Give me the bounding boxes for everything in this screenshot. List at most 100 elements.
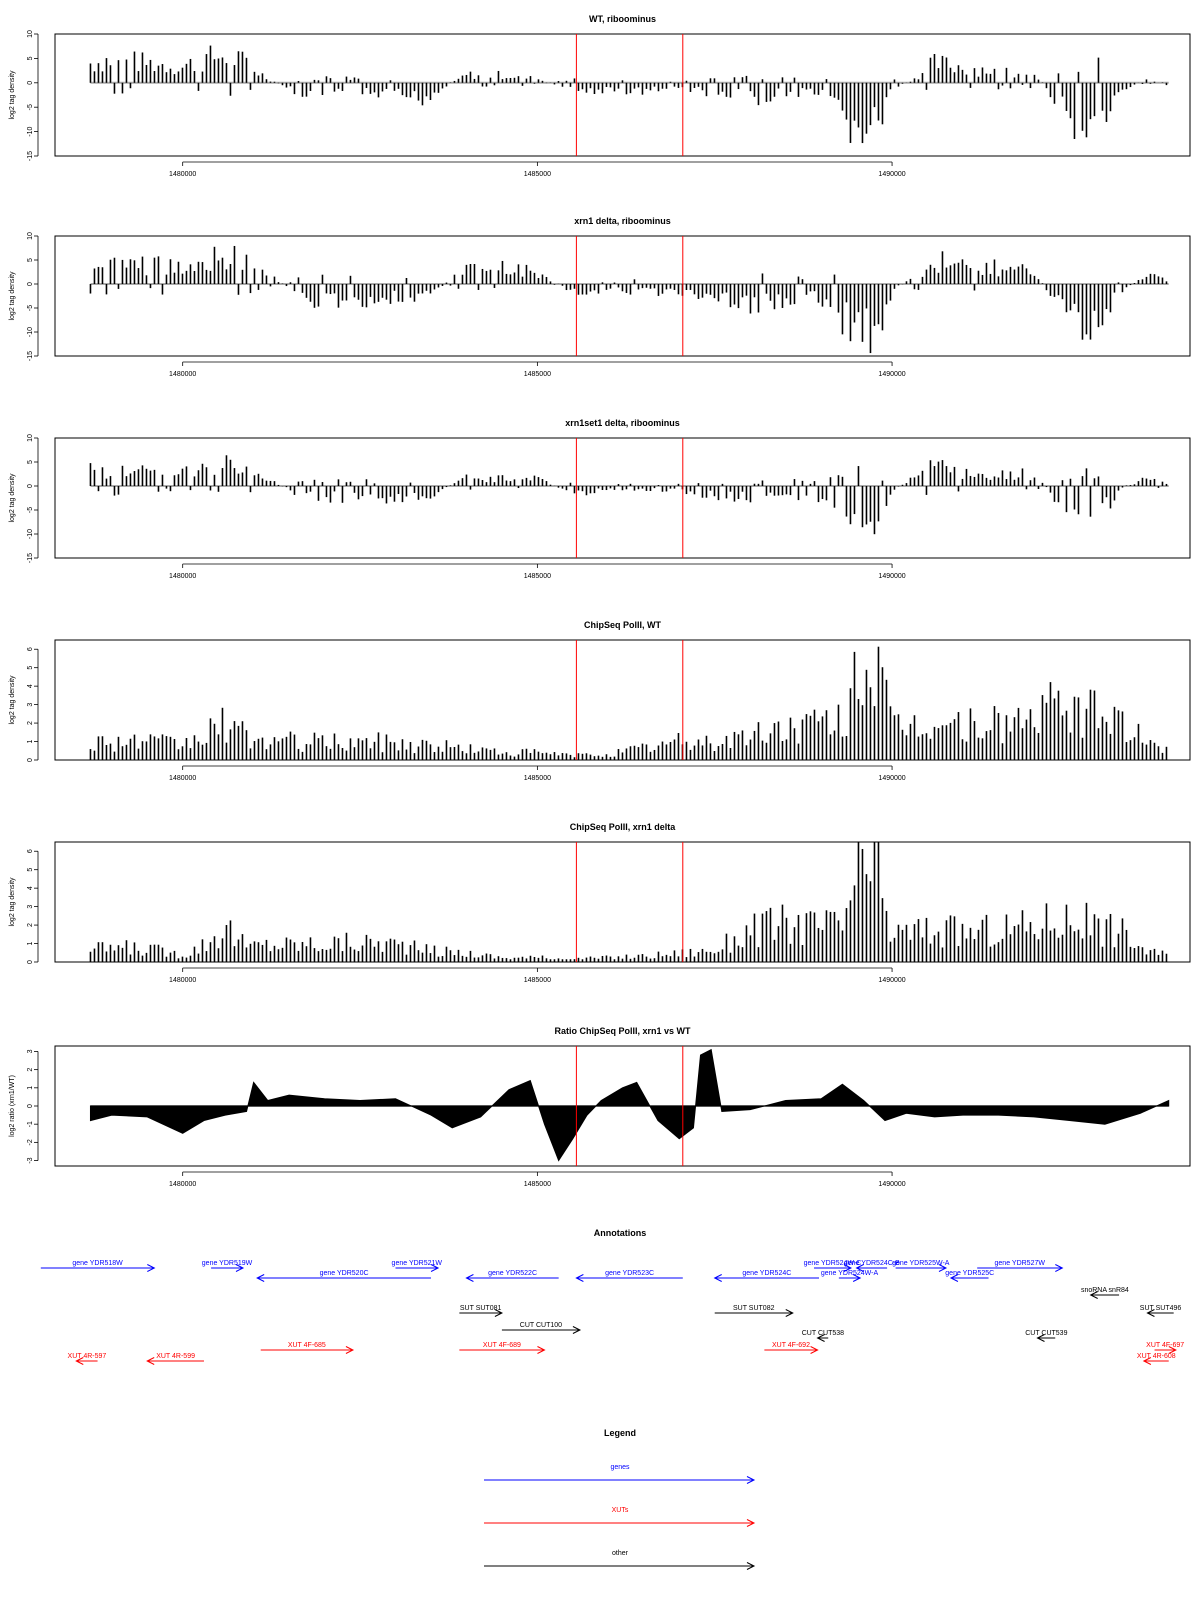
- y-tick-label: -15: [27, 151, 34, 161]
- annotation-label: gene YDR520C: [320, 1270, 369, 1277]
- annotation-label: SUT SUT496: [1140, 1305, 1182, 1312]
- annotation-label: gene YDR525W-A: [892, 1260, 950, 1267]
- annotation-feature: gene YDR522C: [465, 1270, 559, 1282]
- y-tick-label: 2: [27, 1068, 34, 1072]
- arrowhead: [938, 1264, 948, 1272]
- x-tick-label: 1490000: [878, 1181, 905, 1188]
- annotation-feature: gene YDR524C-B: [844, 1260, 900, 1272]
- annotation-label: gene YDR519W: [202, 1260, 253, 1267]
- x-tick-label: 1490000: [878, 775, 905, 782]
- y-tick-label: 5: [27, 666, 34, 670]
- arrowhead: [256, 1274, 265, 1282]
- y-tick-label: 10: [27, 434, 34, 442]
- data-series: [89, 1048, 1170, 1162]
- annotation-feature: XUT 4R-608: [1137, 1353, 1176, 1365]
- annotation-feature: gene YDR525C: [945, 1270, 994, 1282]
- arrowhead: [146, 1357, 155, 1365]
- y-tick-label: -10: [27, 327, 34, 337]
- annotation-feature: SUT SUT081: [459, 1305, 504, 1317]
- y-tick-label: -5: [27, 104, 34, 110]
- data-series: [89, 842, 1169, 962]
- annotation-feature: XUT 4R-599: [146, 1353, 204, 1365]
- x-tick-label: 1480000: [169, 573, 196, 580]
- legend-item: other: [484, 1550, 756, 1570]
- y-tick-label: -3: [27, 1157, 34, 1163]
- x-tick-label: 1485000: [524, 775, 551, 782]
- annotations-track: Annotations gene YDR518W gene YDR519W gene …: [40, 1228, 1184, 1365]
- arrowhead: [1142, 1357, 1152, 1365]
- x-tick-label: 1480000: [169, 775, 196, 782]
- arrowhead: [572, 1326, 582, 1334]
- annotation-feature: gene YDR521W: [392, 1260, 443, 1272]
- x-tick-label: 1485000: [524, 573, 551, 580]
- annotation-label: gene YDR521W: [392, 1260, 443, 1267]
- legend-item-label: genes: [610, 1464, 630, 1471]
- x-tick-label: 1480000: [169, 171, 196, 178]
- x-tick-label: 1485000: [524, 977, 551, 984]
- annotation-label: CUT CUT538: [802, 1330, 844, 1337]
- annotation-label: XUT 4R-599: [156, 1353, 195, 1360]
- y-tick-label: -10: [27, 529, 34, 539]
- annotation-label: gene YDR522C: [488, 1270, 537, 1277]
- data-series: [89, 643, 1169, 760]
- arrowhead: [816, 1334, 825, 1342]
- annotation-label: CUT CUT539: [1025, 1330, 1067, 1337]
- legend-item-label: other: [612, 1550, 629, 1557]
- arrowhead: [746, 1562, 756, 1570]
- y-tick-label: 4: [27, 886, 34, 890]
- arrowhead: [843, 1264, 853, 1272]
- y-tick-label: 0: [27, 1104, 34, 1108]
- annotation-label: XUT 4F-692: [772, 1342, 810, 1349]
- plot-frame: [54, 235, 1191, 357]
- arrowhead: [430, 1264, 440, 1272]
- annotation-feature: CUT CUT539: [1025, 1330, 1068, 1342]
- arrowhead: [345, 1346, 355, 1354]
- annotation-feature: gene YDR524C: [713, 1270, 819, 1282]
- x-tick-label: 1485000: [524, 371, 551, 378]
- annotation-label: CUT CUT100: [520, 1322, 562, 1329]
- arrowhead: [465, 1274, 474, 1282]
- plot-frame: [54, 639, 1191, 761]
- x-tick-label: 1485000: [524, 1181, 551, 1188]
- y-tick-label: 1: [27, 1086, 34, 1090]
- annotation-feature: SUT SUT496: [1140, 1305, 1182, 1317]
- annotation-label: gene YDR523C: [605, 1270, 654, 1277]
- annotation-label: XUT 4F-689: [483, 1342, 521, 1349]
- annotation-feature: gene YDR518W: [40, 1260, 156, 1272]
- chart-panel-2: xrn1 delta, riboominus log2 tag density 10…: [9, 216, 1191, 378]
- y-tick-label: -5: [27, 507, 34, 513]
- y-tick-label: 5: [27, 868, 34, 872]
- plot-frame: [54, 1045, 1191, 1167]
- arrowhead: [1055, 1264, 1064, 1272]
- arrowhead: [1089, 1291, 1098, 1299]
- y-tick-label: 10: [27, 232, 34, 240]
- plot-frame: [54, 437, 1191, 559]
- chart-title: ChipSeq PolII, WT: [584, 620, 661, 630]
- annotation-label: SUT SUT081: [460, 1305, 502, 1312]
- y-axis-label: log2 ratio (xrn1/WT): [9, 1075, 16, 1137]
- y-tick-label: 0: [27, 282, 34, 286]
- x-tick-label: 1480000: [169, 977, 196, 984]
- chart-panel-1: WT, riboominus log2 tag density 10 5 0 -5 -10 -…: [9, 14, 1191, 178]
- y-tick-label: 0: [27, 758, 34, 762]
- annotation-label: XUT 4F-697: [1146, 1342, 1184, 1349]
- y-tick-label: 5: [27, 460, 34, 464]
- y-tick-label: 10: [27, 30, 34, 38]
- annotation-label: XUT 4R-597: [68, 1353, 107, 1360]
- x-tick-label: 1490000: [878, 371, 905, 378]
- annotation-feature: gene YDR520C: [256, 1270, 431, 1282]
- data-series: [89, 45, 1169, 144]
- x-tick-label: 1490000: [878, 573, 905, 580]
- annotation-feature: gene YDR524W-C: [804, 1260, 861, 1272]
- annotation-feature: gene YDR525W-A: [892, 1260, 950, 1272]
- legend-title: Legend: [604, 1428, 636, 1438]
- y-tick-label: -15: [27, 553, 34, 563]
- y-tick-label: 3: [27, 905, 34, 909]
- x-tick-label: 1480000: [169, 371, 196, 378]
- annotation-label: snoRNA snR84: [1081, 1287, 1129, 1294]
- x-tick-label: 1480000: [169, 1181, 196, 1188]
- y-tick-label: 0: [27, 484, 34, 488]
- y-tick-label: -5: [27, 305, 34, 311]
- y-tick-label: 2: [27, 923, 34, 927]
